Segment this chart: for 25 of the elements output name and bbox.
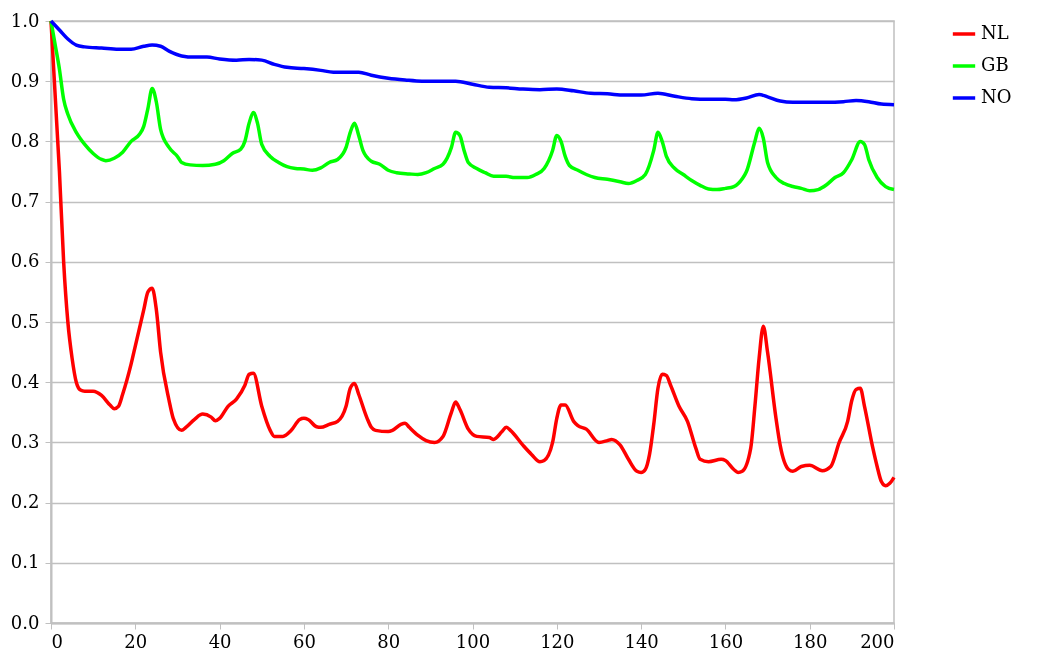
y-tick-label: 1.0 xyxy=(10,9,40,31)
x-tick-label: 100 xyxy=(455,630,491,652)
y-tick-label: 0.1 xyxy=(10,551,40,573)
y-tick-label: 0.0 xyxy=(10,611,40,633)
x-tick-label: 200 xyxy=(860,630,895,652)
x-tick-label: 80 xyxy=(377,630,401,652)
y-tick-label: 0.4 xyxy=(10,370,40,392)
x-tick-label: 0 xyxy=(51,630,63,652)
x-tick-label: 60 xyxy=(292,630,316,652)
y-tick-label: 0.7 xyxy=(10,190,40,212)
x-tick-label: 40 xyxy=(208,630,232,652)
x-tick-label: 120 xyxy=(540,630,575,652)
y-tick-label: 0.6 xyxy=(10,250,40,272)
x-tick-label: 160 xyxy=(708,630,744,652)
legend-label: NO xyxy=(981,86,1012,107)
x-tick-label: 20 xyxy=(124,630,148,652)
x-tick-label: 180 xyxy=(793,630,828,652)
y-tick-label: 0.5 xyxy=(10,310,40,332)
y-tick-label: 0.3 xyxy=(10,430,40,452)
y-tick-label: 0.8 xyxy=(10,129,40,151)
y-tick-label: 0.2 xyxy=(10,491,40,513)
legend-label: GB xyxy=(981,54,1009,75)
y-tick-label: 0.9 xyxy=(10,69,40,91)
legend-label: NL xyxy=(981,22,1009,43)
x-tick-label: 140 xyxy=(624,630,659,652)
